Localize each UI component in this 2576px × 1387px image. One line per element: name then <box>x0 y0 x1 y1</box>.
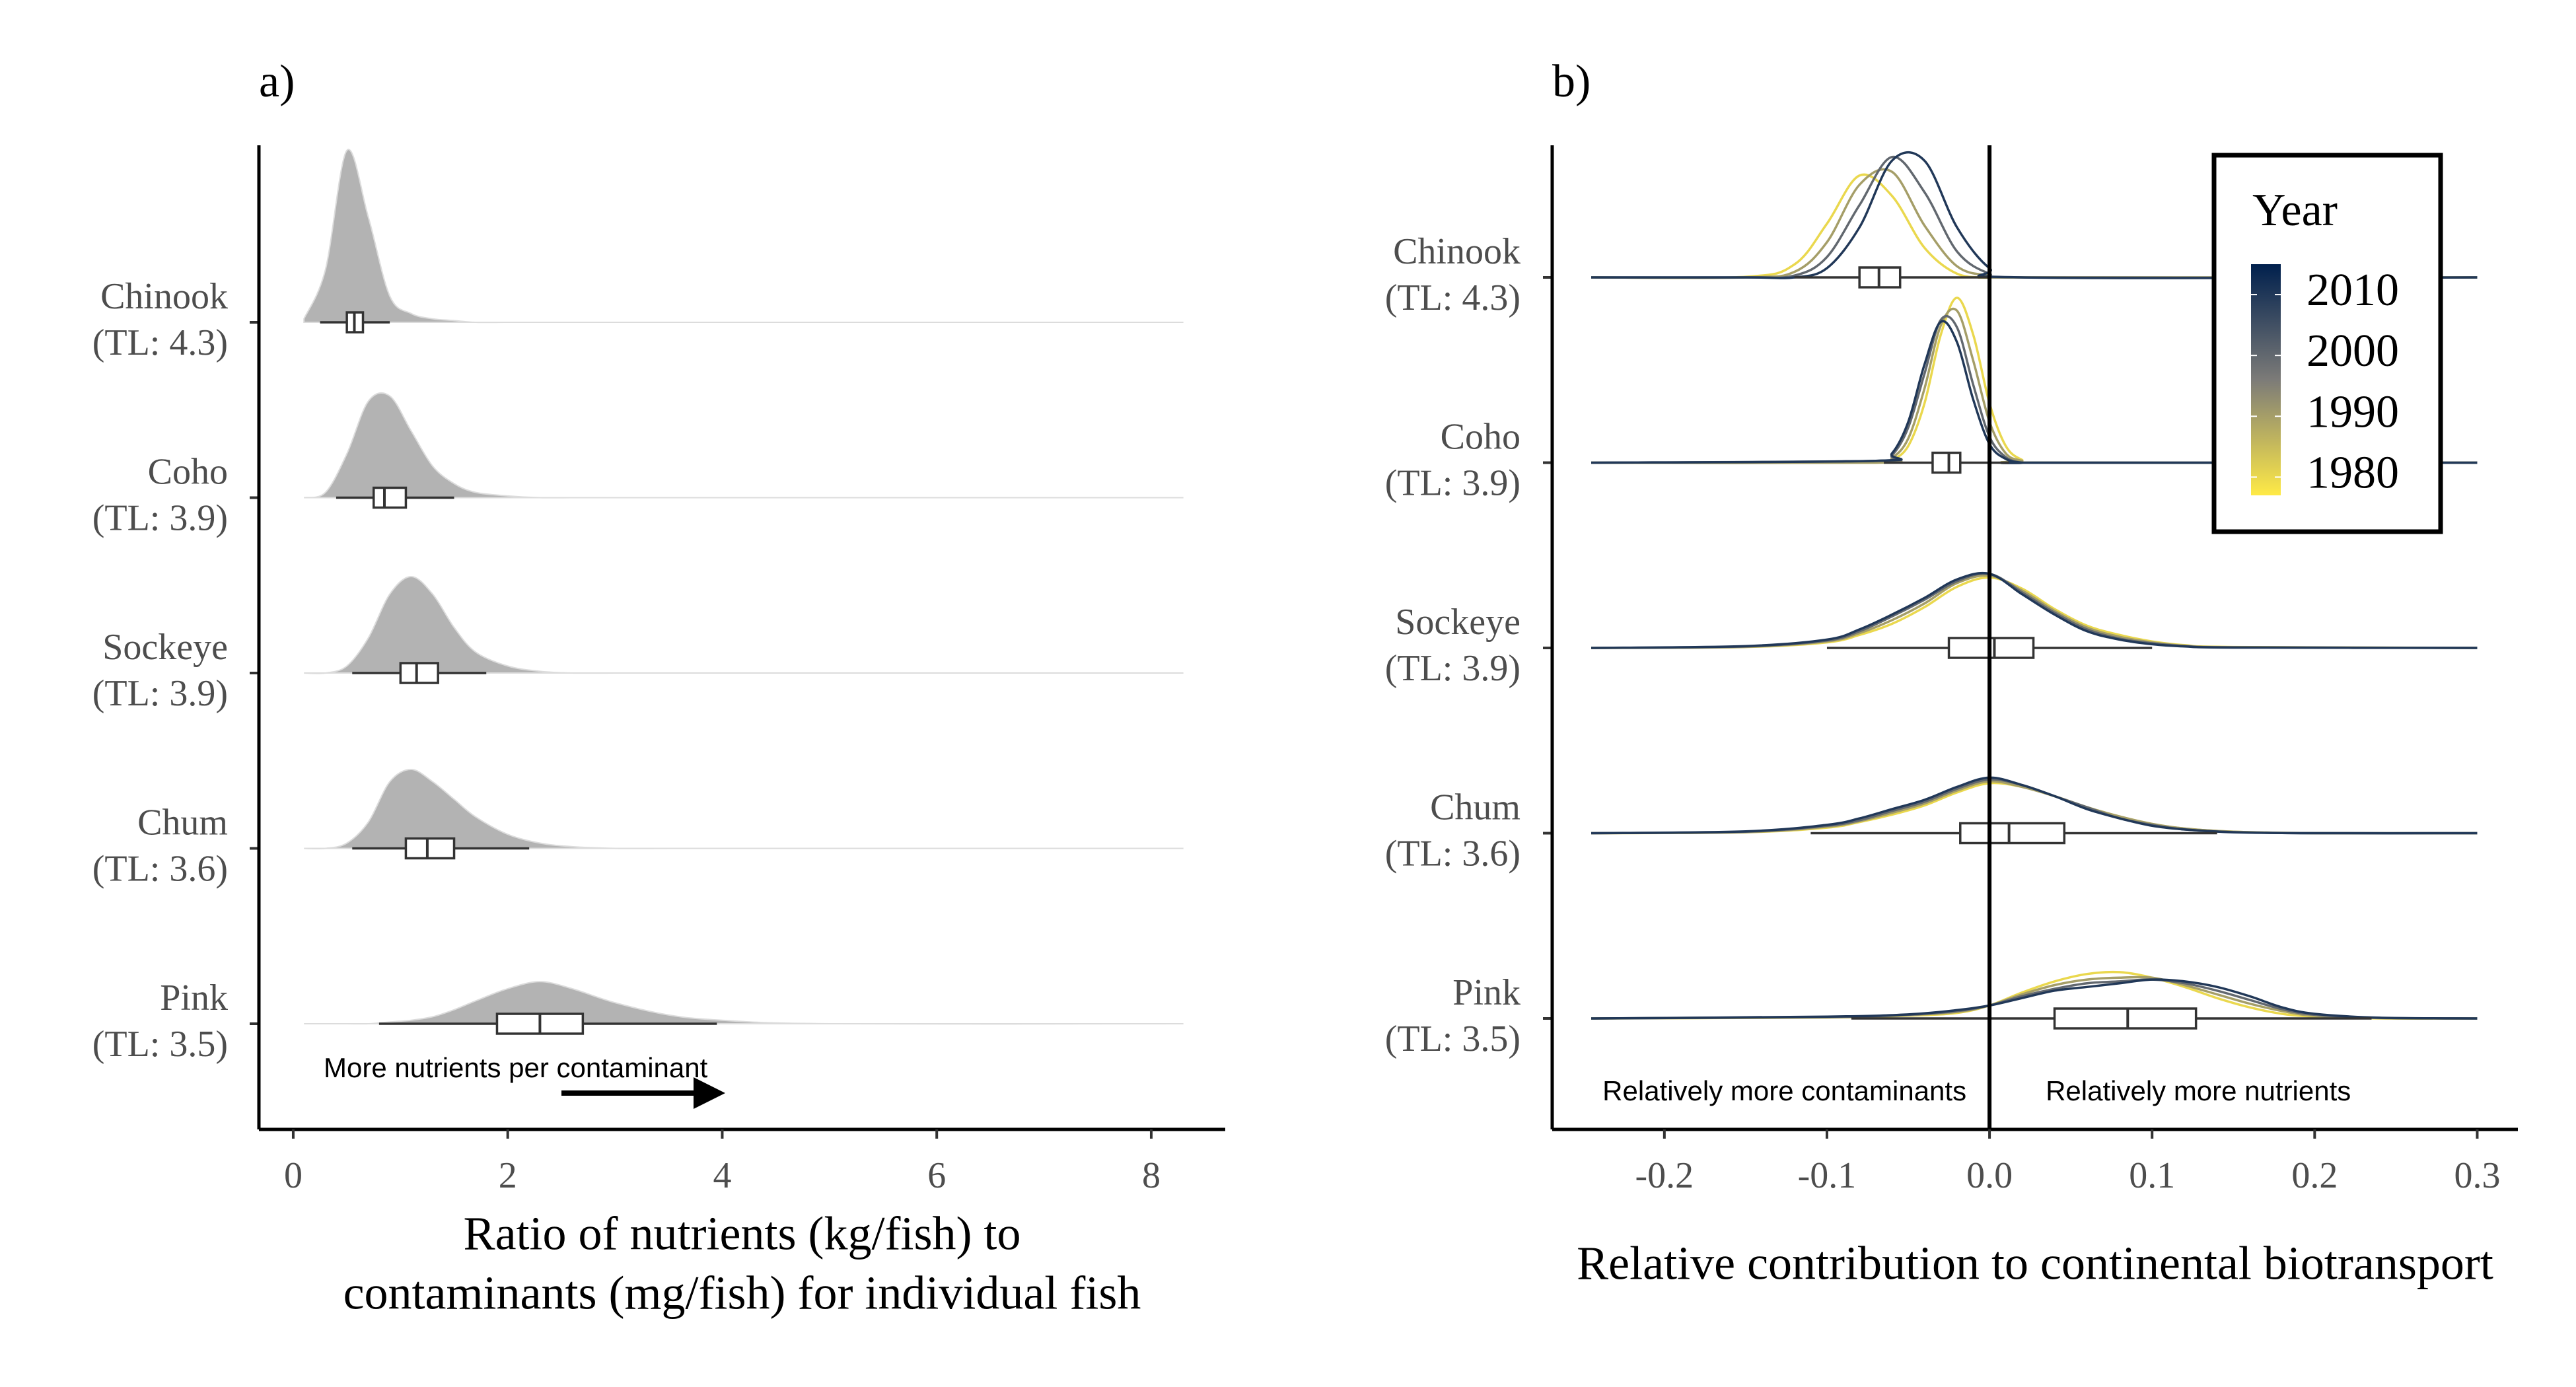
density-area <box>304 575 1184 674</box>
category-label: (TL: 3.5) <box>92 1024 228 1065</box>
category-label: Sockeye <box>1395 602 1521 643</box>
category-label: Chum <box>137 802 228 843</box>
density-curve <box>1591 978 2478 1020</box>
annotation: Relatively more nutrients <box>2046 1075 2351 1106</box>
density-area <box>304 769 1184 850</box>
category-label: Coho <box>1441 416 1521 457</box>
x-tick-label: -0.2 <box>1635 1155 1694 1196</box>
category-label: (TL: 4.3) <box>1385 277 1521 318</box>
annotation: Relatively more contaminants <box>1602 1075 1966 1106</box>
density-curve <box>1591 572 2478 649</box>
box-body <box>399 662 439 684</box>
legend-label: 1980 <box>2307 447 2399 498</box>
x-tick-label: 2 <box>499 1155 517 1196</box>
box-body <box>372 486 408 509</box>
category-label: Chum <box>1430 787 1521 828</box>
density-curve <box>1591 978 2478 1020</box>
x-tick-label: 6 <box>927 1155 946 1196</box>
x-tick-label: 4 <box>713 1155 731 1196</box>
legend-label: 2010 <box>2307 265 2399 316</box>
category-label: Chinook <box>1393 231 1521 272</box>
category-label: (TL: 3.9) <box>92 673 228 714</box>
density-curve <box>1591 151 2478 279</box>
x-tick-label: 0 <box>284 1155 303 1196</box>
category-label: Pink <box>1452 972 1521 1013</box>
density-area <box>304 981 1184 1025</box>
legend-label: 2000 <box>2307 326 2399 376</box>
legend-label: 1990 <box>2307 386 2399 437</box>
category-label: Chinook <box>100 276 228 317</box>
density-curve <box>1591 571 2478 649</box>
box-body <box>1959 822 2066 845</box>
category-label: Coho <box>148 451 228 492</box>
category-label: Pink <box>160 978 228 1018</box>
category-label: (TL: 3.5) <box>1385 1018 1521 1059</box>
density-curve <box>1591 776 2478 835</box>
category-label: (TL: 3.6) <box>1385 833 1521 874</box>
colorbar <box>2251 264 2281 495</box>
density-area <box>303 392 1184 499</box>
x-tick-label: 0.0 <box>1966 1155 2013 1196</box>
panel-label: a) <box>259 56 295 107</box>
box-body <box>404 837 456 860</box>
category-label: (TL: 3.6) <box>92 848 228 889</box>
category-label: (TL: 3.9) <box>1385 648 1521 689</box>
legend-title: Year <box>2252 185 2338 236</box>
density-curve <box>1591 320 2478 464</box>
annotation: More nutrients per contaminant <box>324 1052 708 1083</box>
x-tick-label: 0.3 <box>2454 1155 2500 1196</box>
category-label: (TL: 4.3) <box>92 322 228 363</box>
x-tick-label: 8 <box>1142 1155 1161 1196</box>
box-body <box>1931 451 1962 474</box>
category-label: (TL: 3.9) <box>1385 462 1521 503</box>
category-label: Sockeye <box>102 627 228 668</box>
x-tick-label: 0.1 <box>2129 1155 2175 1196</box>
panel-label: b) <box>1552 56 1591 107</box>
density-curve <box>1591 976 2478 1020</box>
x-axis-title: Ratio of nutrients (kg/fish) to <box>464 1207 1021 1260</box>
box-body <box>2053 1007 2198 1030</box>
density-area <box>303 149 1184 324</box>
x-tick-label: -0.1 <box>1798 1155 1857 1196</box>
x-axis-title: contaminants (mg/fish) for individual fi… <box>343 1267 1141 1320</box>
x-tick-label: 0.2 <box>2291 1155 2338 1196</box>
category-label: (TL: 3.9) <box>92 497 228 538</box>
x-axis-title: Relative contribution to continental bio… <box>1577 1237 2493 1290</box>
